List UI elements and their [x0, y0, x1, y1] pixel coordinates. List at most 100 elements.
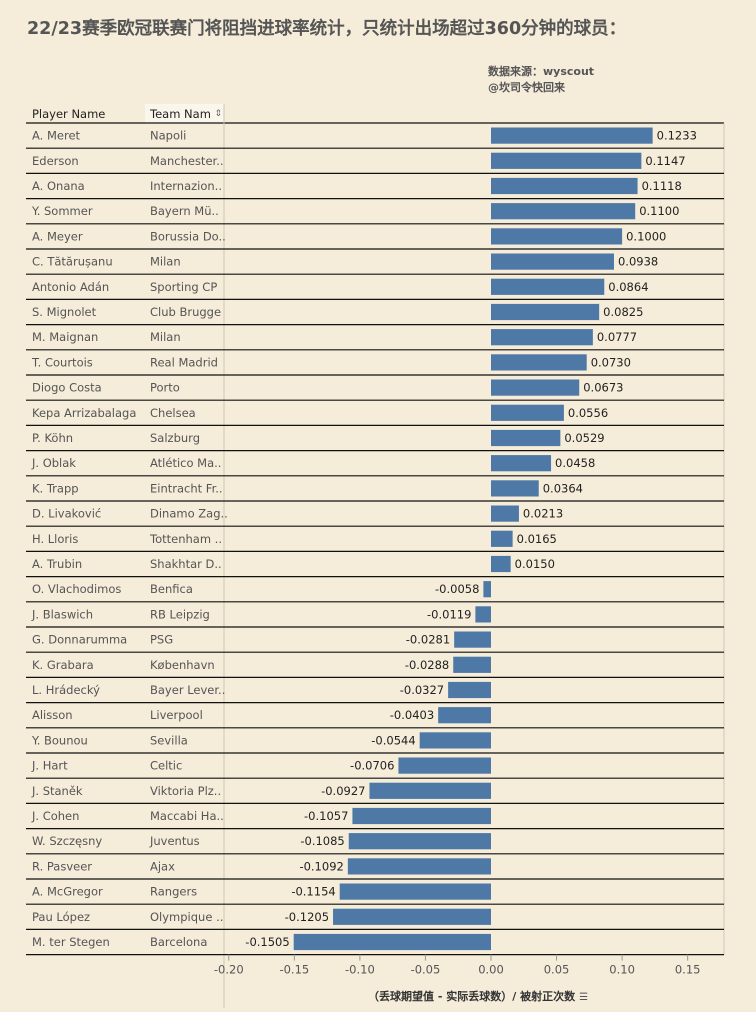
data-label: -0.0544	[371, 733, 415, 747]
bar[interactable]	[491, 127, 653, 144]
team-name: Benfica	[150, 582, 193, 596]
x-tick-label: -0.20	[214, 963, 244, 977]
bar[interactable]	[339, 883, 491, 900]
team-name: Rangers	[150, 885, 197, 899]
player-name: K. Grabara	[32, 658, 94, 672]
bar[interactable]	[347, 858, 491, 875]
bar[interactable]	[398, 757, 491, 774]
data-label: 0.1118	[642, 179, 682, 193]
team-name: Viktoria Plz..	[150, 784, 221, 798]
data-label: -0.1057	[304, 809, 348, 823]
bar[interactable]	[491, 429, 561, 447]
bar[interactable]	[448, 681, 491, 699]
player-name: J. Hart	[31, 759, 68, 773]
data-label: 0.0825	[603, 305, 643, 319]
team-name: Atlético Ma..	[150, 456, 221, 470]
sort-descending-icon[interactable]: ☰	[579, 992, 589, 1003]
team-name: København	[150, 658, 215, 672]
player-name: L. Hrádecký	[32, 683, 100, 697]
player-name-header[interactable]: Player Name	[32, 107, 106, 121]
bar[interactable]	[293, 933, 491, 951]
team-name: Bayern Mü..	[150, 204, 219, 218]
team-name: Bayer Lever..	[150, 683, 225, 697]
bar[interactable]	[475, 606, 491, 623]
bar[interactable]	[491, 505, 519, 522]
player-name: Alisson	[32, 708, 73, 722]
sort-icon[interactable]: ⇕	[214, 109, 222, 119]
bar[interactable]	[491, 530, 513, 547]
bar[interactable]	[491, 177, 638, 195]
team-name: Real Madrid	[150, 355, 218, 369]
data-label: 0.0673	[583, 381, 623, 395]
bar[interactable]	[491, 203, 636, 220]
author-credit: @坎司令快回来	[488, 81, 565, 94]
x-tick-label: 0.15	[675, 963, 701, 977]
data-label: -0.0288	[405, 658, 449, 672]
data-label: 0.0777	[597, 330, 637, 344]
team-name: Eintracht Fr..	[150, 481, 223, 495]
team-name: Shakhtar D..	[150, 557, 222, 571]
player-name: D. Livaković	[32, 507, 101, 521]
bar[interactable]	[491, 555, 511, 573]
bar[interactable]	[491, 354, 587, 371]
bar[interactable]	[491, 253, 614, 270]
team-name-header[interactable]: Team Nam ⇕	[145, 104, 224, 124]
bar[interactable]	[419, 732, 491, 749]
bar[interactable]	[491, 329, 593, 346]
player-name: A. Onana	[32, 179, 85, 193]
data-label: 0.0730	[591, 355, 631, 369]
team-name: PSG	[150, 633, 173, 647]
team-name: Celtic	[150, 759, 182, 773]
team-name: Napoli	[150, 129, 186, 143]
team-name: Club Brugge	[150, 305, 221, 319]
team-name: Ajax	[150, 859, 175, 873]
bar[interactable]	[454, 631, 491, 648]
player-name: M. Maignan	[32, 330, 98, 344]
x-tick-label: 0.05	[544, 963, 570, 977]
bar[interactable]	[491, 303, 600, 321]
bar[interactable]	[491, 228, 623, 245]
data-label: -0.1154	[291, 885, 335, 899]
x-axis-title: （丢球期望值 - 实际丢球数）/ 被射正次数 ☰	[368, 988, 588, 1004]
team-name: Internazion..	[150, 179, 222, 193]
team-name: Maccabi Ha..	[150, 809, 224, 823]
bar[interactable]	[491, 455, 552, 472]
player-name: R. Pasveer	[32, 859, 92, 873]
data-label: 0.0529	[564, 431, 604, 445]
player-name: Y. Bounou	[31, 733, 88, 747]
player-name: C. Tătărușanu	[32, 255, 113, 269]
bar[interactable]	[369, 782, 491, 799]
player-name: A. McGregor	[32, 885, 103, 899]
player-name: J. Cohen	[31, 809, 79, 823]
data-label: 0.0150	[515, 557, 555, 571]
bar[interactable]	[491, 278, 605, 295]
bar[interactable]	[491, 379, 580, 396]
data-label: 0.0364	[543, 481, 583, 495]
bar[interactable]	[352, 807, 491, 825]
bar[interactable]	[333, 908, 491, 925]
player-name: Pau López	[32, 910, 90, 924]
player-name: J. Blaswich	[31, 607, 93, 621]
bar[interactable]	[348, 833, 491, 850]
player-name: A. Meyer	[32, 229, 83, 243]
bar[interactable]	[483, 581, 491, 598]
data-source: 数据来源：wyscout @坎司令快回来	[488, 64, 594, 96]
bar[interactable]	[453, 656, 491, 673]
player-name: M. ter Stegen	[32, 935, 110, 949]
bar[interactable]	[438, 707, 491, 724]
player-name: S. Mignolet	[32, 305, 97, 319]
data-label: 0.1100	[639, 204, 679, 218]
team-name: Sevilla	[150, 733, 188, 747]
bar[interactable]	[491, 404, 564, 421]
player-name: J. Oblak	[31, 456, 76, 470]
data-label: -0.0281	[406, 633, 450, 647]
data-label: 0.0458	[555, 456, 595, 470]
team-name: Salzburg	[150, 431, 200, 445]
data-label: 0.1147	[645, 154, 685, 168]
team-name: Manchester..	[150, 154, 224, 168]
team-name: Chelsea	[150, 406, 196, 420]
player-name: A. Meret	[32, 129, 81, 143]
bar[interactable]	[491, 152, 642, 169]
bar[interactable]	[491, 480, 539, 497]
